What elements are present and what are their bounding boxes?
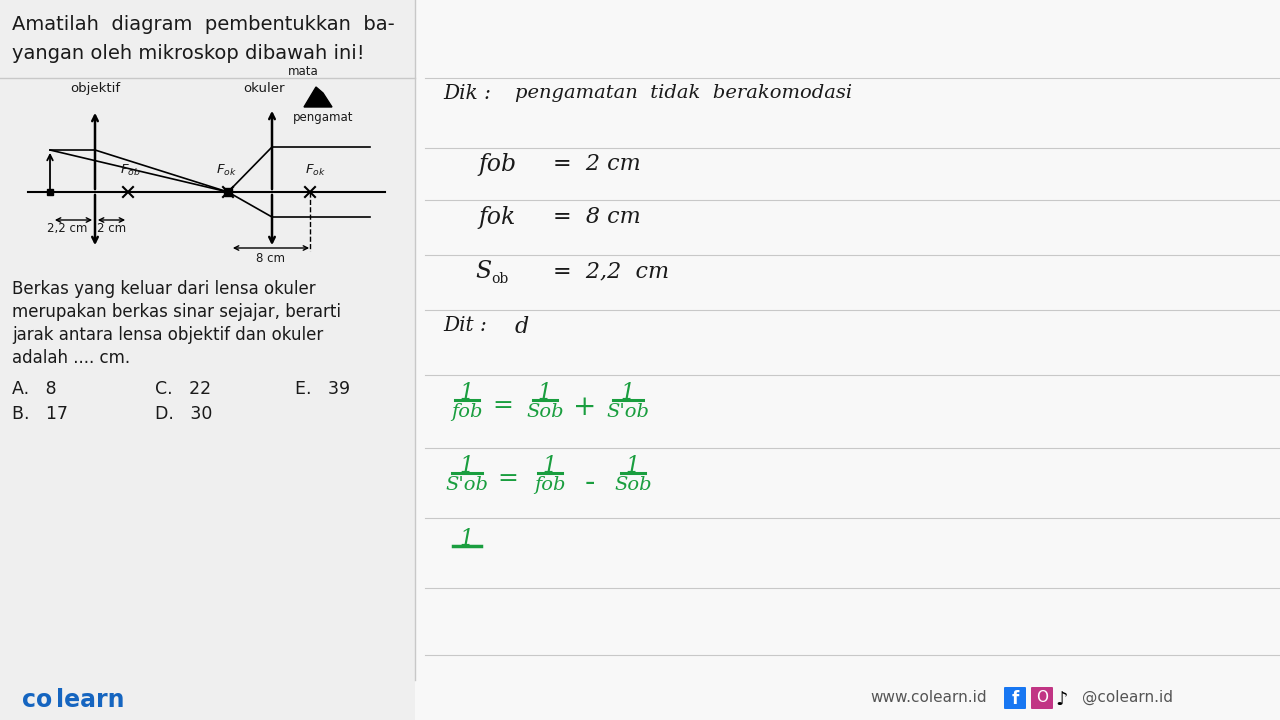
Text: Sob: Sob (526, 403, 563, 421)
Text: E.   39: E. 39 (294, 380, 351, 398)
Text: 1: 1 (626, 455, 640, 477)
FancyBboxPatch shape (1004, 687, 1027, 709)
Text: S'ob: S'ob (445, 476, 489, 494)
Text: 1: 1 (460, 382, 474, 404)
Text: $F_{ok}$: $F_{ok}$ (215, 163, 237, 178)
Text: A.   8: A. 8 (12, 380, 56, 398)
Text: Sob: Sob (614, 476, 652, 494)
Bar (0, 0, 415, 720)
Text: =  2,2  cm: = 2,2 cm (553, 260, 669, 282)
Text: fob: fob (534, 476, 566, 494)
Text: mata: mata (288, 65, 319, 78)
Text: -: - (585, 467, 595, 498)
Text: ob: ob (492, 272, 508, 286)
Text: okuler: okuler (243, 82, 284, 95)
Text: fok: fok (477, 206, 516, 229)
Text: =  2 cm: = 2 cm (553, 153, 641, 175)
Text: fob: fob (477, 153, 516, 176)
Text: pengamat: pengamat (293, 111, 353, 124)
Text: B.   17: B. 17 (12, 405, 68, 423)
Text: ♪: ♪ (1056, 690, 1069, 709)
Text: 1: 1 (460, 528, 474, 550)
Text: +: + (573, 394, 596, 421)
Text: S'ob: S'ob (607, 403, 649, 421)
Text: f: f (1011, 690, 1019, 708)
Text: learn: learn (56, 688, 124, 712)
Text: 1: 1 (460, 455, 474, 477)
Text: $F_{ok}$: $F_{ok}$ (305, 163, 325, 178)
Text: =: = (493, 394, 513, 417)
Text: co: co (22, 688, 52, 712)
Text: objektif: objektif (70, 82, 120, 95)
Text: adalah .... cm.: adalah .... cm. (12, 349, 131, 367)
Text: C.   22: C. 22 (155, 380, 211, 398)
Text: Dik :: Dik : (443, 84, 490, 103)
Text: @colearn.id: @colearn.id (1082, 690, 1172, 705)
Text: =  8 cm: = 8 cm (553, 206, 641, 228)
Text: 1: 1 (621, 382, 635, 404)
Text: www.colearn.id: www.colearn.id (870, 690, 987, 705)
Text: 2 cm: 2 cm (97, 222, 125, 235)
Text: jarak antara lensa objektif dan okuler: jarak antara lensa objektif dan okuler (12, 326, 324, 344)
Text: D.   30: D. 30 (155, 405, 212, 423)
Text: merupakan berkas sinar sejajar, berarti: merupakan berkas sinar sejajar, berarti (12, 303, 340, 321)
FancyBboxPatch shape (1030, 687, 1053, 709)
Text: pengamatan  tidak  berakomodasi: pengamatan tidak berakomodasi (515, 84, 852, 102)
Text: $F_{ob}$: $F_{ob}$ (119, 163, 141, 178)
Text: yangan oleh mikroskop dibawah ini!: yangan oleh mikroskop dibawah ini! (12, 44, 365, 63)
Text: Amatilah  diagram  pembentukkan  ba-: Amatilah diagram pembentukkan ba- (12, 15, 394, 34)
Polygon shape (305, 87, 332, 107)
Text: 8 cm: 8 cm (256, 252, 285, 265)
Text: d: d (515, 316, 529, 338)
Text: O: O (1036, 690, 1048, 705)
Text: =: = (498, 467, 518, 490)
Text: 1: 1 (543, 455, 557, 477)
Text: fob: fob (452, 403, 483, 421)
Text: 1: 1 (538, 382, 552, 404)
Text: 2,2 cm: 2,2 cm (47, 222, 88, 235)
Text: Dit :: Dit : (443, 316, 486, 335)
Text: S: S (475, 260, 492, 283)
Text: Berkas yang keluar dari lensa okuler: Berkas yang keluar dari lensa okuler (12, 280, 316, 298)
Bar (415, 0, 1280, 720)
